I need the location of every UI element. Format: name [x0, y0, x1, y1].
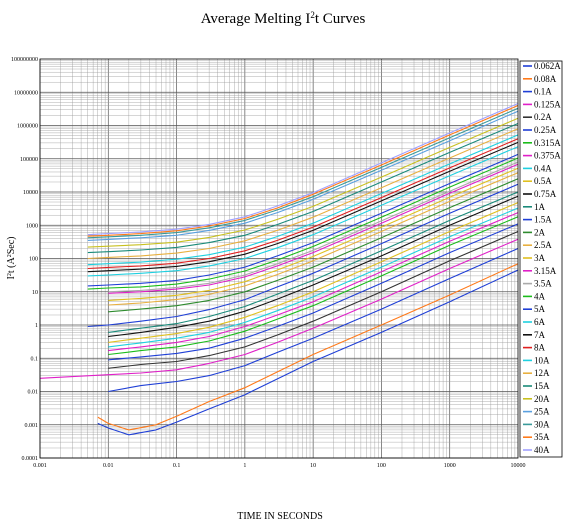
- series-line-30A: [87, 107, 519, 239]
- x-tick-labels: 0.001 0.01 0.1 1 10 100 1000 10000: [33, 463, 525, 469]
- legend-label: 15A: [534, 381, 550, 391]
- legend-label: 1A: [534, 202, 546, 212]
- legend-label: 25A: [534, 407, 550, 417]
- series-line-4A: [87, 157, 519, 290]
- series-line-0.25A: [108, 223, 519, 361]
- grid: [39, 59, 518, 459]
- series-line-0.125A: [39, 238, 519, 379]
- series-line-12A: [87, 128, 519, 260]
- legend-label: 0.062A: [534, 61, 561, 71]
- y-tick-label: 0.1: [31, 356, 39, 362]
- y-axis-label: I2t (A2Sec): [6, 237, 17, 280]
- legend: 0.062A 0.08A 0.1A 0.125A 0.2A 0.25A 0.315A 0.37…: [519, 60, 563, 458]
- x-tick-label: 100: [377, 463, 386, 469]
- series-line-3.5A: [108, 161, 519, 293]
- series-line-5A: [87, 153, 519, 287]
- series-line-0.315A: [108, 216, 519, 356]
- y-tick-label: 1: [35, 323, 38, 329]
- legend-label: 3.5A: [534, 279, 552, 289]
- y-tick-labels: 0.0001 0.001 0.01 0.1 1 10 100 1000 10000 100000 1…: [11, 57, 38, 462]
- legend-box: [519, 60, 563, 458]
- legend-label: 0.375A: [534, 151, 561, 161]
- legend-label: 8A: [534, 343, 546, 353]
- y-tick-label: 100000000: [11, 57, 38, 63]
- legend-label: 10A: [534, 355, 550, 365]
- legend-label: 12A: [534, 368, 550, 378]
- legend-label: 0.4A: [534, 163, 552, 173]
- series-line-1A: [108, 191, 519, 333]
- plot-frame: [39, 58, 519, 459]
- x-axis-label: TIME IN SECONDS: [237, 511, 323, 522]
- series-line-0.75A: [108, 195, 519, 338]
- legend-label: 20A: [534, 394, 550, 404]
- legend-label: 0.2A: [534, 112, 552, 122]
- y-tick-label: 100: [29, 257, 38, 263]
- legend-label: 6A: [534, 317, 546, 327]
- series-line-0.08A: [97, 263, 519, 431]
- series-line-2A: [108, 178, 519, 313]
- series-line-0.2A: [108, 230, 519, 369]
- y-tick-label: 10000: [23, 190, 38, 196]
- legend-label: 5A: [534, 304, 546, 314]
- y-tick-label: 1000000: [17, 124, 38, 130]
- legend-label: 40A: [534, 445, 550, 455]
- chart-title: Average Melting I2t Curves: [201, 10, 366, 27]
- legend-label: 2.5A: [534, 240, 552, 250]
- y-tick-label: 100000: [20, 157, 38, 163]
- series-line-0.1A: [108, 247, 519, 393]
- series-line-40A: [87, 102, 519, 236]
- x-tick-label: 0.001: [33, 463, 47, 469]
- legend-label: 0.1A: [534, 87, 552, 97]
- legend-label: 0.315A: [534, 138, 561, 148]
- series-line-8A: [87, 138, 519, 270]
- legend-label: 3A: [534, 253, 546, 263]
- legend-label: 1.5A: [534, 215, 552, 225]
- x-tick-label: 10000: [511, 463, 526, 469]
- series-lines: [39, 102, 519, 436]
- y-tick-label: 10000000: [14, 90, 38, 96]
- series-line-15A: [87, 122, 519, 254]
- series-line-25A: [87, 110, 519, 241]
- series-line-3.15A: [108, 163, 519, 294]
- x-tick-label: 1: [243, 463, 246, 469]
- legend-label: 0.5A: [534, 176, 552, 186]
- series-line-0.062A: [97, 269, 519, 436]
- y-tick-label: 1000: [26, 223, 38, 229]
- y-tick-label: 0.001: [25, 423, 39, 429]
- series-line-1.5A: [87, 183, 519, 328]
- series-line-3A: [108, 167, 519, 301]
- legend-label: 30A: [534, 419, 550, 429]
- legend-label: 0.75A: [534, 189, 557, 199]
- y-tick-label: 0.01: [28, 390, 39, 396]
- series-line-35A: [87, 104, 519, 237]
- series-line-0.375A: [108, 212, 519, 352]
- y-tick-label: 0.0001: [22, 456, 39, 462]
- x-tick-label: 10: [310, 463, 316, 469]
- legend-label: 0.25A: [534, 125, 557, 135]
- legend-label: 2A: [534, 227, 546, 237]
- y-tick-label: 10: [32, 290, 38, 296]
- legend-label: 4A: [534, 291, 546, 301]
- legend-label: 3.15A: [534, 266, 557, 276]
- series-line-2.5A: [108, 172, 519, 306]
- series-line-10A: [87, 134, 519, 266]
- series-line-6A: [87, 146, 519, 277]
- legend-label: 0.08A: [534, 74, 557, 84]
- series-line-20A: [87, 117, 519, 248]
- x-tick-label: 0.1: [173, 463, 181, 469]
- x-tick-label: 0.01: [103, 463, 114, 469]
- series-line-7A: [87, 141, 519, 273]
- series-line-0.4A: [108, 207, 519, 348]
- legend-label: 7A: [534, 330, 546, 340]
- legend-label: 0.125A: [534, 99, 561, 109]
- x-tick-label: 1000: [444, 463, 456, 469]
- legend-label: 35A: [534, 432, 550, 442]
- series-line-0.5A: [108, 202, 519, 343]
